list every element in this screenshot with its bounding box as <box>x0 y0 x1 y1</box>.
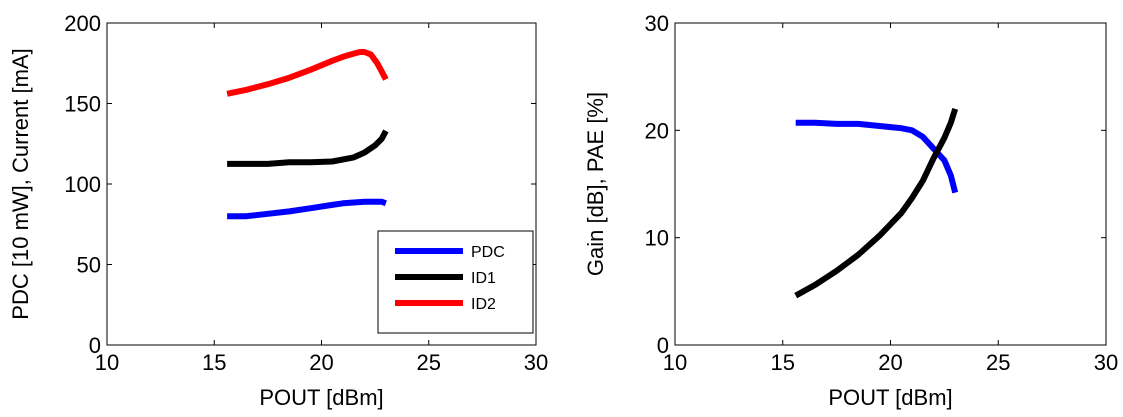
y-axis-label: Gain [dB], PAE [%] <box>583 92 608 276</box>
series-line-series-0 <box>795 119 959 194</box>
series-line-pdc <box>227 198 387 220</box>
series-line-series-1 <box>794 107 959 299</box>
series-line-id2 <box>226 49 389 97</box>
y-tick-label: 100 <box>64 172 101 197</box>
legend-label-pdc: PDC <box>471 244 505 261</box>
plot-frame <box>674 22 1107 346</box>
series-line-id1 <box>227 129 389 167</box>
y-tick-label: 50 <box>77 253 101 278</box>
x-tick-label: 10 <box>95 350 119 375</box>
x-tick-label: 10 <box>663 350 687 375</box>
legend-label-id1: ID1 <box>471 270 496 287</box>
x-tick-label: 25 <box>986 350 1010 375</box>
x-axis-label: POUT [dBm] <box>828 385 952 410</box>
y-tick-label: 20 <box>645 118 669 143</box>
x-tick-label: 30 <box>524 350 548 375</box>
y-tick-label: 200 <box>64 11 101 36</box>
legend-box <box>377 230 534 334</box>
x-tick-label: 25 <box>417 350 441 375</box>
x-tick-label: 20 <box>878 350 902 375</box>
y-axis-label: PDC [10 mW], Current [mA] <box>8 48 33 319</box>
y-tick-label: 0 <box>657 333 669 358</box>
y-tick-label: 30 <box>645 11 669 36</box>
x-tick-label: 20 <box>309 350 333 375</box>
y-tick-label: 10 <box>645 226 669 251</box>
x-tick-label: 15 <box>771 350 795 375</box>
legend: PDC ID1 ID2 <box>377 230 534 334</box>
x-tick-label: 15 <box>202 350 226 375</box>
legend-label-id2: ID2 <box>471 296 496 313</box>
x-axis-label: POUT [dBm] <box>259 385 383 410</box>
y-tick-label: 150 <box>64 92 101 117</box>
x-tick-label: 30 <box>1094 350 1118 375</box>
y-tick-label: 0 <box>89 333 101 358</box>
left-chart: 10 15 20 25 30 0 50 100 150 200 POUT [dBm] PDC [10 … <box>8 11 548 410</box>
